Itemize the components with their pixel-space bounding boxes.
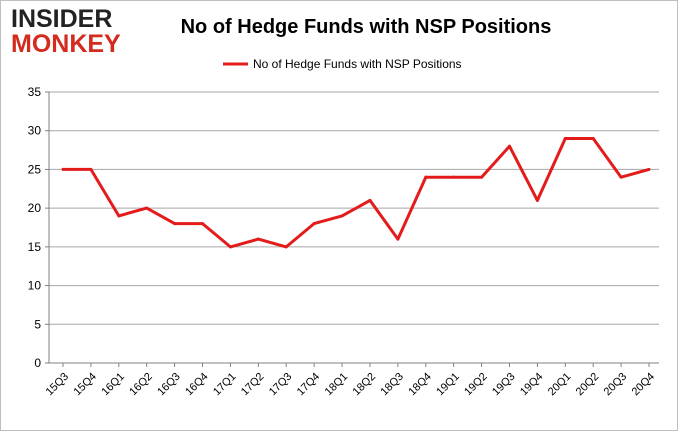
- y-tick-label-5: 5: [34, 317, 41, 331]
- x-tick-label-20Q2: 20Q2: [574, 371, 602, 399]
- data-point-16Q1: [117, 214, 121, 218]
- axes: [48, 92, 659, 364]
- x-tick-label-16Q2: 16Q2: [127, 371, 155, 399]
- data-point-19Q4: [535, 198, 539, 202]
- data-point-18Q2: [368, 198, 372, 202]
- x-tick-label-17Q1: 17Q1: [211, 371, 239, 399]
- legend-label: No of Hedge Funds with NSP Positions: [253, 57, 462, 71]
- data-point-15Q4: [89, 167, 93, 171]
- x-tick-label-15Q3: 15Q3: [44, 371, 72, 399]
- data-point-18Q3: [396, 237, 400, 241]
- data-point-17Q4: [312, 222, 316, 226]
- y-tick-label-15: 15: [28, 240, 42, 254]
- data-point-20Q1: [563, 136, 567, 140]
- x-tick-label-17Q4: 17Q4: [295, 371, 323, 399]
- x-tick-label-19Q4: 19Q4: [518, 371, 546, 399]
- series-group: [61, 136, 651, 249]
- y-tick-label-30: 30: [28, 124, 42, 138]
- x-tick-label-15Q4: 15Q4: [72, 371, 100, 399]
- x-tick-label-17Q3: 17Q3: [267, 371, 295, 399]
- data-point-18Q4: [424, 175, 428, 179]
- x-tick-label-18Q2: 18Q2: [351, 371, 379, 399]
- x-tick-label-18Q4: 18Q4: [406, 371, 434, 399]
- data-point-17Q1: [228, 245, 232, 249]
- data-point-16Q4: [201, 222, 205, 226]
- data-point-17Q2: [256, 237, 260, 241]
- x-tick-label-19Q3: 19Q3: [490, 371, 518, 399]
- data-point-20Q3: [619, 175, 623, 179]
- x-tick-label-17Q2: 17Q2: [239, 371, 267, 399]
- x-tick-label-20Q1: 20Q1: [546, 371, 574, 399]
- data-point-16Q2: [145, 206, 149, 210]
- data-point-20Q2: [591, 136, 595, 140]
- series-line-0: [63, 137, 650, 249]
- data-point-19Q2: [480, 175, 484, 179]
- data-point-16Q3: [173, 222, 177, 226]
- data-point-20Q4: [647, 167, 651, 171]
- x-tick-label-18Q3: 18Q3: [378, 371, 406, 399]
- legend: No of Hedge Funds with NSP Positions: [223, 57, 462, 71]
- x-tick-label-19Q2: 19Q2: [462, 371, 490, 399]
- y-axis-ticks: 0 5 10 15 20 25 30 35: [28, 85, 49, 370]
- y-tick-label-25: 25: [28, 162, 42, 176]
- x-tick-label-16Q4: 16Q4: [183, 371, 211, 399]
- logo-line-2: MONKEY: [11, 30, 121, 58]
- x-axis-ticks: 15Q3 15Q4 16Q1 16Q2 16Q3 16Q4 17Q1 17Q2 17Q3 17Q4…: [44, 363, 658, 399]
- x-tick-label-20Q3: 20Q3: [602, 371, 630, 399]
- data-point-15Q3: [61, 167, 65, 171]
- x-tick-label-16Q1: 16Q1: [99, 371, 127, 399]
- y-tick-label-0: 0: [34, 356, 41, 370]
- data-point-19Q1: [452, 175, 456, 179]
- x-tick-label-16Q3: 16Q3: [155, 371, 183, 399]
- data-point-18Q1: [340, 214, 344, 218]
- x-tick-label-18Q1: 18Q1: [323, 371, 351, 399]
- insider-monkey-logo: INSIDER MONKEY: [11, 7, 131, 57]
- chart-title: No of Hedge Funds with NSP Positions: [180, 16, 552, 38]
- y-tick-label-10: 10: [28, 279, 42, 293]
- y-tick-label-20: 20: [28, 201, 42, 215]
- x-tick-label-20Q4: 20Q4: [630, 371, 658, 399]
- y-tick-label-35: 35: [28, 85, 42, 99]
- data-point-17Q3: [284, 245, 288, 249]
- data-point-19Q3: [507, 144, 511, 148]
- x-tick-label-19Q1: 19Q1: [434, 371, 462, 399]
- logo-line-1: INSIDER: [11, 5, 113, 33]
